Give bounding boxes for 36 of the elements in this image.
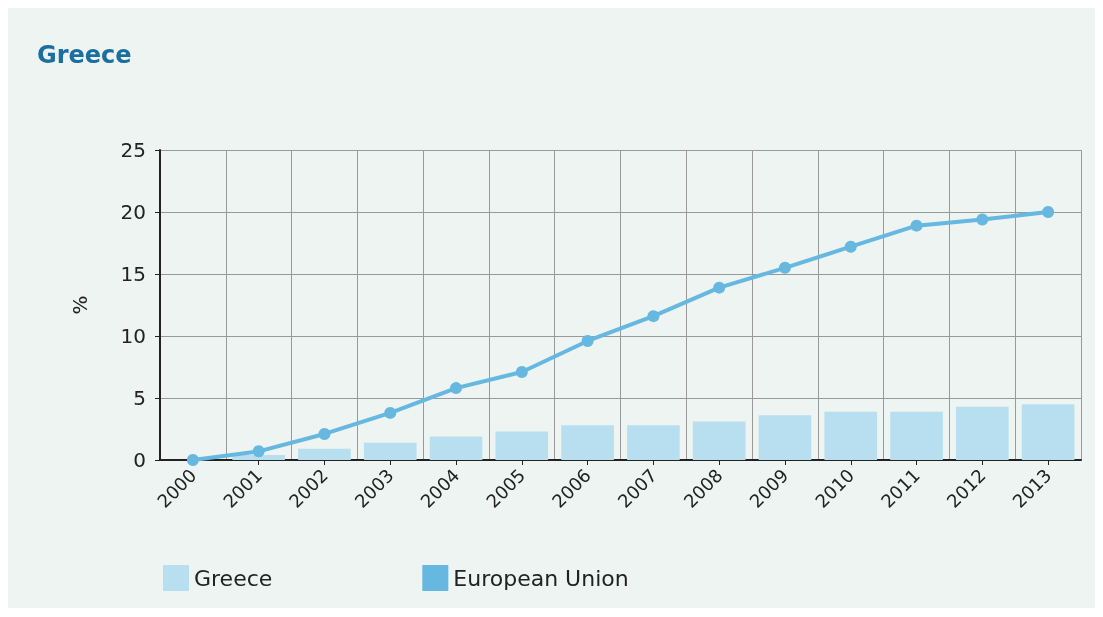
chart-title: Greece <box>37 41 132 69</box>
y-tick-label: 10 <box>120 324 146 348</box>
bar <box>561 425 614 460</box>
bar <box>429 436 483 460</box>
bar <box>627 425 680 460</box>
legend-label: Greece <box>194 565 273 591</box>
bar <box>298 448 351 460</box>
bar <box>824 411 878 460</box>
bar <box>495 431 549 460</box>
point <box>581 334 594 347</box>
point <box>1042 206 1055 218</box>
bar <box>758 415 812 460</box>
bar <box>890 411 943 460</box>
bar <box>363 442 417 460</box>
bar <box>956 406 1009 460</box>
y-axis-title: % <box>68 295 92 315</box>
point <box>318 427 331 440</box>
y-tick-label: 25 <box>120 138 146 162</box>
point <box>910 219 923 232</box>
bar <box>692 421 746 460</box>
point <box>844 240 857 253</box>
y-tick-label: 15 <box>120 262 146 286</box>
point <box>384 406 397 419</box>
y-tick-label: 0 <box>133 448 146 472</box>
y-tick-label: 20 <box>120 200 146 224</box>
point <box>647 310 660 323</box>
y-tick-label: 5 <box>133 386 146 410</box>
point <box>778 261 791 274</box>
bar <box>1021 404 1075 460</box>
point <box>450 382 463 395</box>
point <box>186 454 199 466</box>
legend-label: European Union <box>453 565 629 591</box>
point <box>713 281 726 294</box>
point <box>976 213 989 226</box>
point <box>515 365 528 378</box>
point <box>252 445 265 458</box>
